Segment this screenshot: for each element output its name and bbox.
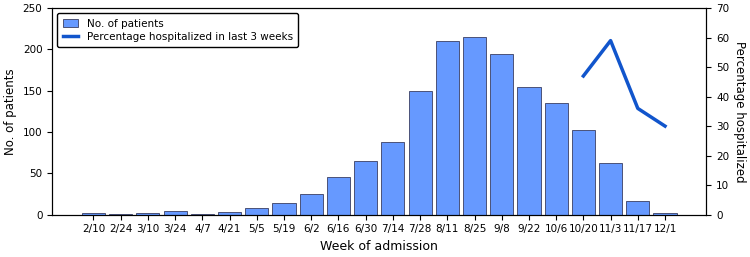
Bar — [518, 87, 541, 215]
Y-axis label: No. of patients: No. of patients — [4, 68, 17, 155]
Bar — [327, 177, 350, 215]
Bar — [136, 213, 160, 215]
Legend: No. of patients, Percentage hospitalized in last 3 weeks: No. of patients, Percentage hospitalized… — [58, 13, 298, 47]
Bar — [354, 161, 377, 215]
Bar — [218, 212, 242, 215]
Bar — [409, 91, 432, 215]
Bar — [272, 203, 296, 215]
Bar — [653, 213, 676, 215]
Bar — [245, 208, 268, 215]
Bar — [544, 103, 568, 215]
Bar — [436, 41, 459, 215]
Bar — [572, 130, 595, 215]
Bar — [599, 162, 622, 215]
Y-axis label: Percentage hospitalized: Percentage hospitalized — [733, 41, 746, 182]
Bar — [164, 211, 187, 215]
Bar — [463, 37, 486, 215]
Bar — [300, 194, 322, 215]
Bar — [626, 201, 650, 215]
Bar — [190, 214, 214, 215]
Bar — [381, 142, 404, 215]
Bar — [82, 213, 105, 215]
Bar — [110, 214, 132, 215]
Bar — [490, 53, 513, 215]
X-axis label: Week of admission: Week of admission — [320, 240, 438, 253]
